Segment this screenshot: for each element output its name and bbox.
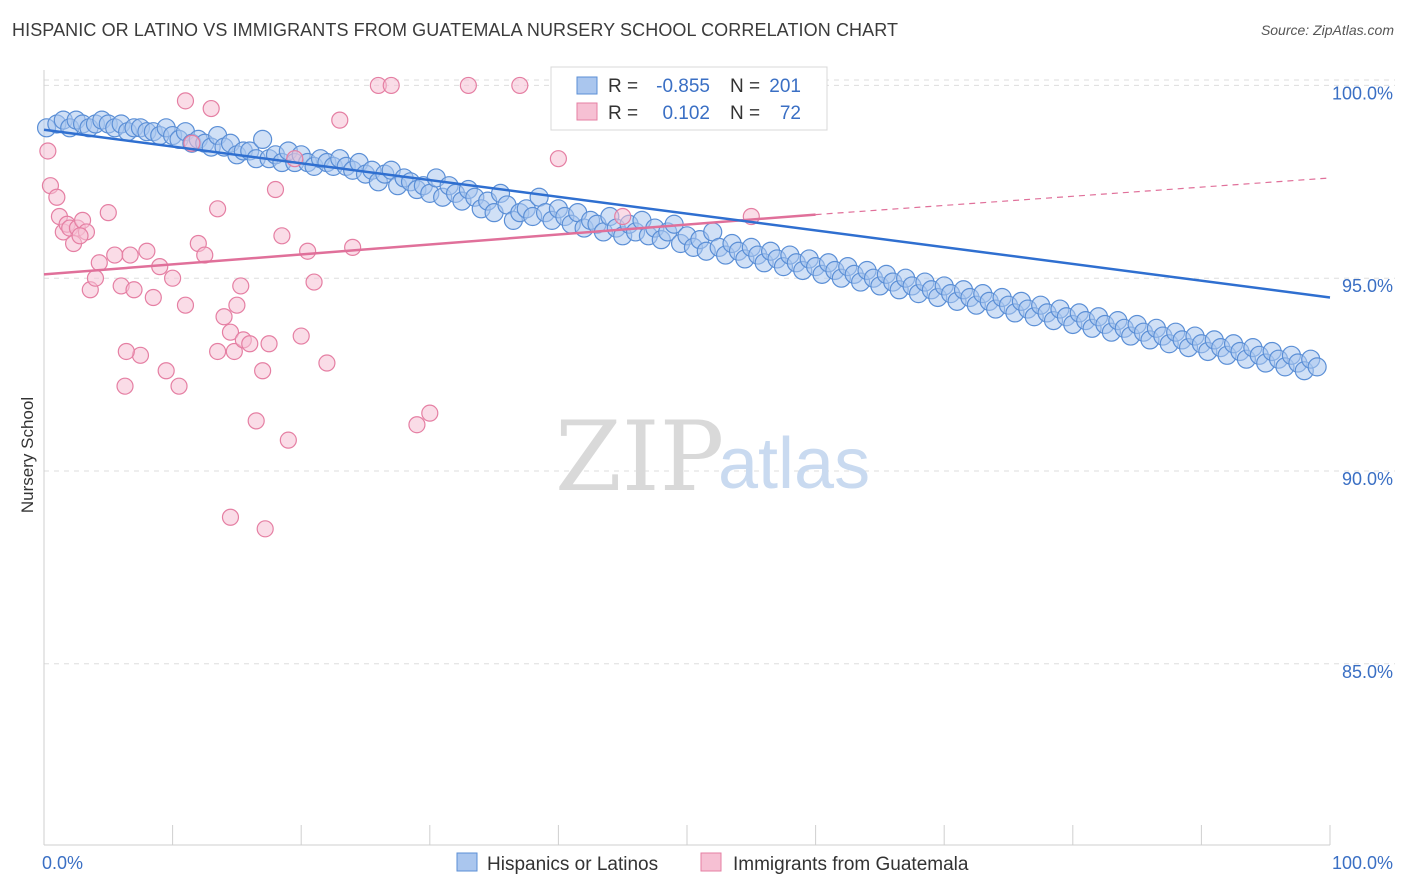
point-guatemala [266, 180, 285, 199]
stats-legend-swatch-pink [576, 102, 598, 121]
point-guatemala [408, 416, 426, 434]
stats-n-label-2: N = [730, 103, 760, 124]
point-guatemala [344, 238, 362, 256]
watermark-atlas: atlas [718, 424, 870, 504]
point-guatemala [125, 281, 143, 299]
chart-source: Source: ZipAtlas.com [1260, 22, 1394, 38]
stats-legend-swatch-blue [576, 76, 598, 95]
y-tick-labels: 85.0% 90.0% 95.0% 100.0% [1332, 83, 1393, 681]
point-guatemala [241, 335, 259, 353]
gridlines [44, 79, 1395, 665]
x-tick-labels: 0.0% 100.0% [42, 853, 1393, 873]
point-guatemala [202, 99, 220, 118]
trend-line-guatemala-extension [815, 177, 1331, 216]
point-hispanics [253, 129, 273, 150]
point-guatemala [279, 431, 297, 449]
point-guatemala [292, 327, 310, 345]
x-tick-label: 100.0% [1332, 853, 1393, 873]
point-guatemala [121, 246, 139, 264]
point-guatemala [299, 242, 317, 260]
point-guatemala [99, 204, 117, 222]
stats-r-value-1: -0.855 [656, 76, 710, 97]
stats-n-label-1: N = [730, 76, 760, 97]
trend-line-guatemala [43, 213, 816, 276]
point-guatemala [331, 111, 349, 129]
point-guatemala [138, 242, 156, 260]
point-guatemala [176, 92, 195, 110]
point-guatemala [225, 342, 243, 361]
point-guatemala [131, 346, 150, 364]
point-guatemala [549, 150, 568, 168]
stats-legend: R = -0.855 N = 201 R = 0.102 N = 72 [550, 66, 828, 131]
point-guatemala [256, 520, 274, 538]
point-guatemala [209, 200, 227, 218]
watermark: ZIP atlas [555, 401, 870, 513]
legend-label-guatemala: Immigrants from Guatemala [733, 854, 969, 875]
legend-swatch-hispanics [456, 852, 478, 872]
point-guatemala [209, 342, 227, 361]
trend-line-hispanics [43, 128, 1331, 299]
stats-n-value-2: 72 [780, 103, 801, 124]
y-tick-label: 90.0% [1342, 469, 1393, 489]
point-guatemala [106, 246, 124, 264]
y-tick-label: 95.0% [1342, 276, 1393, 296]
point-guatemala [86, 269, 105, 287]
point-guatemala [232, 277, 250, 295]
series-guatemala-points [39, 76, 825, 538]
point-guatemala [318, 354, 336, 372]
point-guatemala [273, 227, 291, 245]
point-guatemala [254, 362, 272, 380]
x-tick-label: 0.0% [42, 853, 83, 873]
point-guatemala [421, 404, 439, 422]
point-guatemala [305, 273, 323, 291]
point-guatemala [221, 323, 240, 341]
point-hispanics [1307, 357, 1327, 377]
point-guatemala [459, 76, 477, 95]
point-guatemala [221, 508, 240, 526]
point-guatemala [164, 269, 182, 287]
point-guatemala [215, 308, 233, 326]
point-guatemala [116, 377, 134, 395]
point-guatemala [39, 142, 57, 160]
y-tick-label: 100.0% [1332, 83, 1393, 103]
y-tick-label: 85.0% [1342, 662, 1393, 682]
chart-title: HISPANIC OR LATINO VS IMMIGRANTS FROM GU… [12, 20, 899, 40]
stats-r-label-2: R = [608, 103, 638, 124]
stats-n-value-1: 201 [769, 76, 801, 97]
point-guatemala [247, 412, 265, 430]
point-guatemala [260, 335, 278, 353]
trend-lines [43, 128, 1331, 299]
watermark-zip: ZIP [555, 401, 724, 513]
point-guatemala [117, 342, 135, 361]
point-guatemala [157, 362, 175, 380]
point-guatemala [382, 76, 400, 95]
point-guatemala [183, 134, 201, 152]
legend-swatch-guatemala [700, 852, 722, 872]
stats-r-label-1: R = [608, 76, 638, 97]
point-guatemala [614, 207, 632, 226]
point-guatemala [228, 296, 246, 314]
point-guatemala [144, 288, 162, 307]
axes [43, 70, 1331, 846]
point-guatemala [176, 296, 195, 314]
point-guatemala [48, 188, 66, 206]
point-guatemala [71, 227, 89, 245]
point-guatemala [170, 377, 188, 395]
y-axis-label: Nursery School [18, 397, 37, 513]
stats-r-value-2: 0.102 [662, 103, 710, 124]
legend-label-hispanics: Hispanics or Latinos [487, 854, 658, 875]
bottom-legend: Hispanics or Latinos Immigrants from Gua… [456, 852, 969, 875]
point-guatemala [511, 76, 529, 95]
